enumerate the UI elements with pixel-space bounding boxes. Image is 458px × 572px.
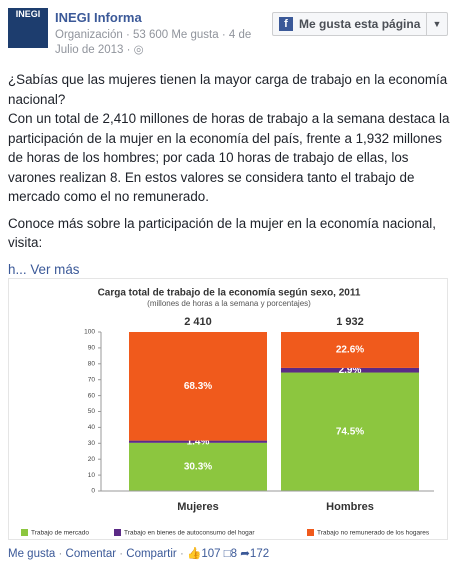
logo-text: INEGI	[15, 9, 41, 19]
comment-icon: □	[223, 548, 231, 560]
bar-segment	[281, 372, 419, 491]
page-logo[interactable]: INEGI	[8, 8, 48, 48]
share-count[interactable]: 172	[249, 548, 270, 560]
text: ¿Sabías que las mujeres tienen la mayor …	[8, 72, 448, 107]
bar-segment	[129, 440, 267, 443]
value-label: 74.5%	[336, 426, 364, 437]
value-label: 30.3%	[184, 462, 212, 473]
like-label: Me gusta esta página	[299, 17, 421, 31]
page-name[interactable]: INEGI Informa	[55, 10, 142, 25]
y-tick-label: 20	[88, 456, 96, 463]
meta-text: Organización · 53 600 Me gusta · 4 de Ju…	[55, 29, 252, 56]
like-icon: 👍	[187, 548, 202, 560]
legend-label: Trabajo no remunerado de los hogares	[317, 530, 430, 537]
like-count[interactable]: 107	[201, 548, 221, 560]
comment-count[interactable]: 8	[230, 548, 238, 560]
globe-icon: ◎	[133, 44, 144, 56]
post-body: ¿Sabías que las mujeres tienen la mayor …	[8, 70, 452, 279]
bar-segment	[129, 332, 267, 441]
bar-segment	[281, 332, 419, 368]
y-tick-label: 0	[91, 488, 95, 495]
y-tick-label: 80	[88, 361, 96, 368]
legend-swatch	[21, 529, 28, 536]
y-tick-label: 30	[88, 440, 96, 447]
like-page-button[interactable]: f Me gusta esta página ▼	[272, 12, 448, 36]
paragraph: Conoce más sobre la participación de la …	[8, 215, 436, 251]
value-label: 2.9%	[339, 365, 362, 376]
y-tick-label: 70	[88, 376, 96, 383]
post-meta: Organización · 53 600 Me gusta · 4 de Ju…	[55, 28, 270, 58]
x-tick-label: Hombres	[326, 501, 374, 513]
y-tick-label: 60	[88, 392, 96, 399]
value-label: 22.6%	[336, 345, 364, 356]
value-label: 1.4%	[187, 436, 210, 447]
total-label: 1 932	[336, 316, 364, 328]
chart-title: Carga total de trabajo de la economía se…	[98, 288, 361, 299]
bar-segment	[129, 442, 267, 491]
share-action[interactable]: Compartir	[126, 548, 177, 560]
legend-swatch	[114, 529, 121, 536]
y-tick-label: 10	[88, 472, 96, 479]
share-icon: ➦	[240, 548, 250, 560]
see-more[interactable]: Ver más	[30, 261, 80, 277]
legend-label: Trabajo de mercado	[31, 530, 89, 537]
y-tick-label: 100	[84, 329, 95, 336]
link[interactable]: h...	[8, 261, 27, 277]
value-label: 68.3%	[184, 381, 212, 392]
more-row: h... Ver más	[8, 260, 452, 280]
comment-action[interactable]: Comentar	[65, 548, 117, 560]
x-tick-label: Mujeres	[177, 501, 219, 513]
y-tick-label: 90	[88, 345, 96, 352]
text: Con un total de 2,410 millones de horas …	[8, 111, 450, 204]
post-actions: Me gusta · Comentar · Compartir · 👍107 □…	[8, 548, 270, 560]
chart-subtitle: (millones de horas a la semana y porcent…	[147, 299, 311, 308]
bar-segment	[281, 367, 419, 373]
total-label: 2 410	[184, 316, 212, 328]
legend-label: Trabajo en bienes de autoconsumo del hog…	[124, 530, 255, 537]
fb-icon: f	[279, 17, 293, 31]
chart: Carga total de trabajo de la economía se…	[8, 278, 448, 540]
caret[interactable]: ▼	[426, 13, 447, 35]
like-action[interactable]: Me gusta	[8, 548, 56, 560]
y-tick-label: 40	[88, 424, 96, 431]
legend-swatch	[307, 529, 314, 536]
paragraph: ¿Sabías que las mujeres tienen la mayor …	[8, 70, 452, 207]
y-tick-label: 50	[88, 408, 96, 415]
